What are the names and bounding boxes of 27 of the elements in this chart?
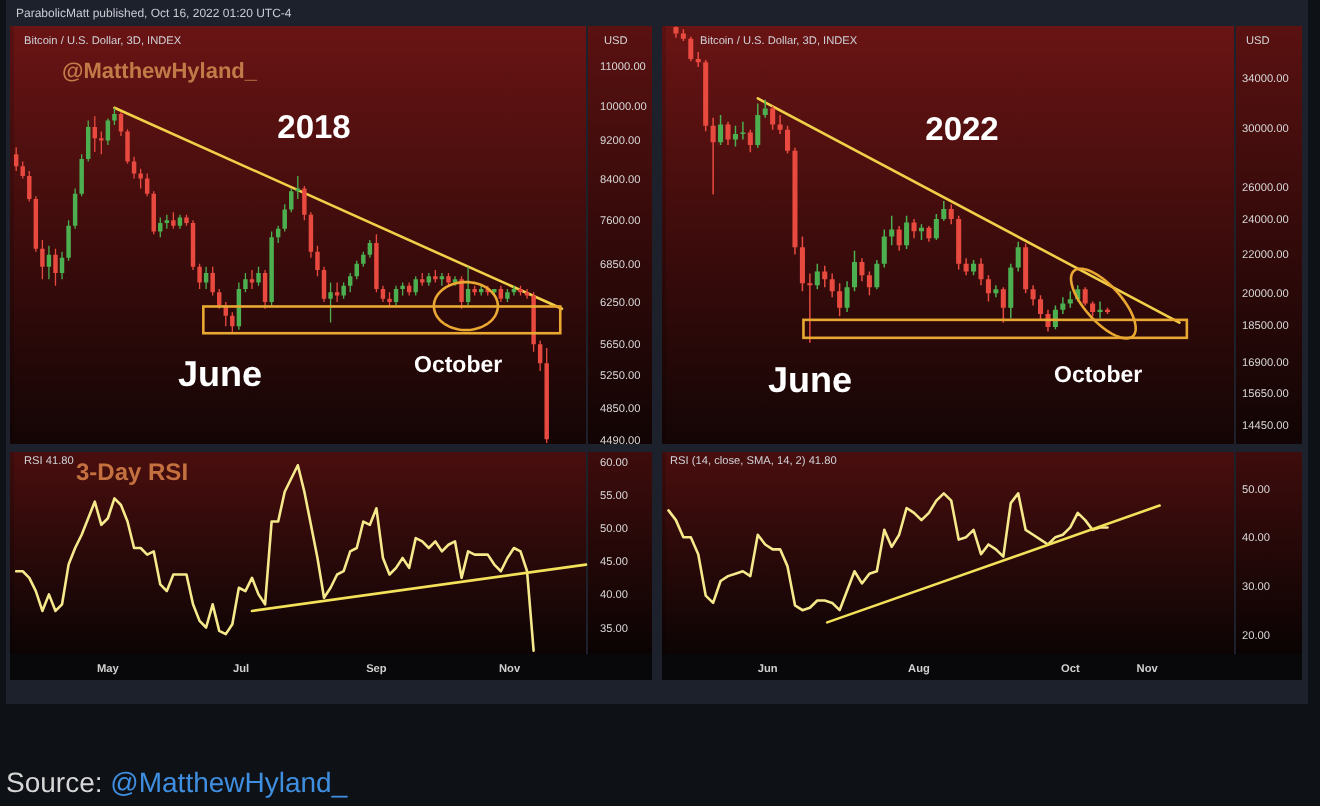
annotation: October bbox=[1054, 364, 1144, 388]
candlestick bbox=[725, 121, 731, 146]
candlestick bbox=[1097, 301, 1103, 319]
candlestick bbox=[807, 273, 813, 343]
line-series bbox=[14, 463, 535, 652]
line-series bbox=[667, 492, 1109, 612]
candlestick bbox=[792, 147, 798, 255]
annotation: June bbox=[178, 354, 263, 394]
candlestick bbox=[249, 269, 255, 289]
candlestick bbox=[777, 115, 783, 134]
candlestick bbox=[978, 258, 984, 286]
annotation: October bbox=[414, 354, 504, 378]
annotation: @MatthewHyland_ bbox=[62, 60, 259, 84]
candlestick bbox=[993, 285, 999, 298]
annotation: 2022 bbox=[925, 112, 999, 148]
candlestick bbox=[762, 99, 768, 118]
candlestick bbox=[46, 245, 52, 280]
annotation: 2018 bbox=[277, 110, 351, 146]
candlestick bbox=[334, 282, 340, 303]
candlestick bbox=[439, 273, 445, 286]
candlestick bbox=[710, 117, 716, 195]
candlestick bbox=[740, 121, 746, 140]
annotation: 3-Day RSI bbox=[76, 458, 189, 486]
annotation: June bbox=[768, 360, 853, 400]
candlestick bbox=[1060, 297, 1066, 315]
candlestick bbox=[465, 266, 471, 306]
source-note: Source: @MatthewHyland_ bbox=[6, 766, 348, 798]
